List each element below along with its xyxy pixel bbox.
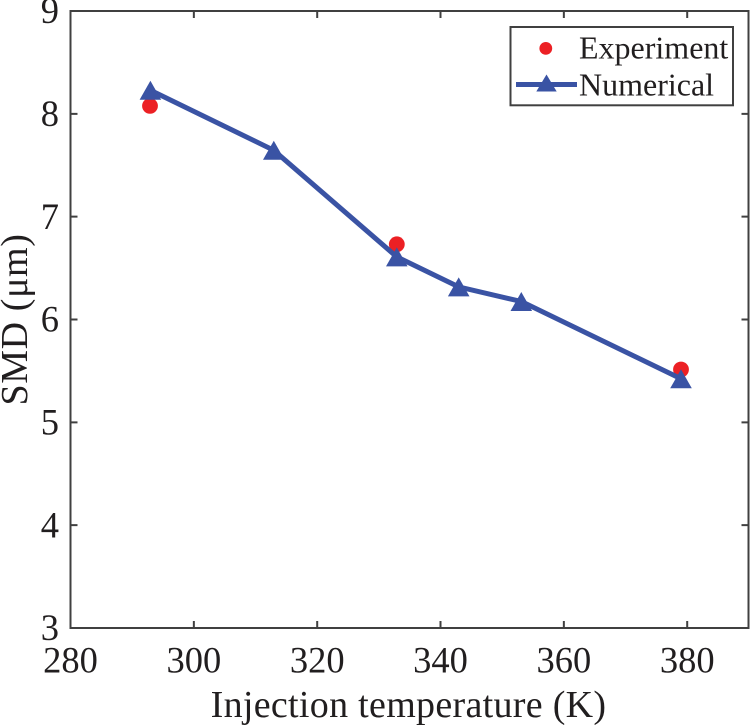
svg-text:380: 380 (660, 639, 715, 680)
svg-text:280: 280 (43, 639, 98, 680)
svg-text:5: 5 (41, 402, 59, 443)
svg-text:7: 7 (41, 196, 59, 237)
svg-text:SMD (μm): SMD (μm) (0, 234, 36, 406)
svg-text:8: 8 (41, 93, 59, 134)
svg-text:300: 300 (166, 639, 221, 680)
svg-text:3: 3 (41, 607, 59, 648)
svg-text:320: 320 (290, 639, 345, 680)
svg-text:360: 360 (536, 639, 591, 680)
svg-text:340: 340 (413, 639, 468, 680)
svg-text:4: 4 (41, 504, 59, 545)
svg-text:Experiment: Experiment (579, 30, 728, 66)
svg-text:9: 9 (41, 0, 59, 31)
svg-text:Numerical: Numerical (579, 67, 714, 103)
svg-text:Injection temperature (K): Injection temperature (K) (211, 684, 607, 725)
svg-text:6: 6 (41, 299, 59, 340)
